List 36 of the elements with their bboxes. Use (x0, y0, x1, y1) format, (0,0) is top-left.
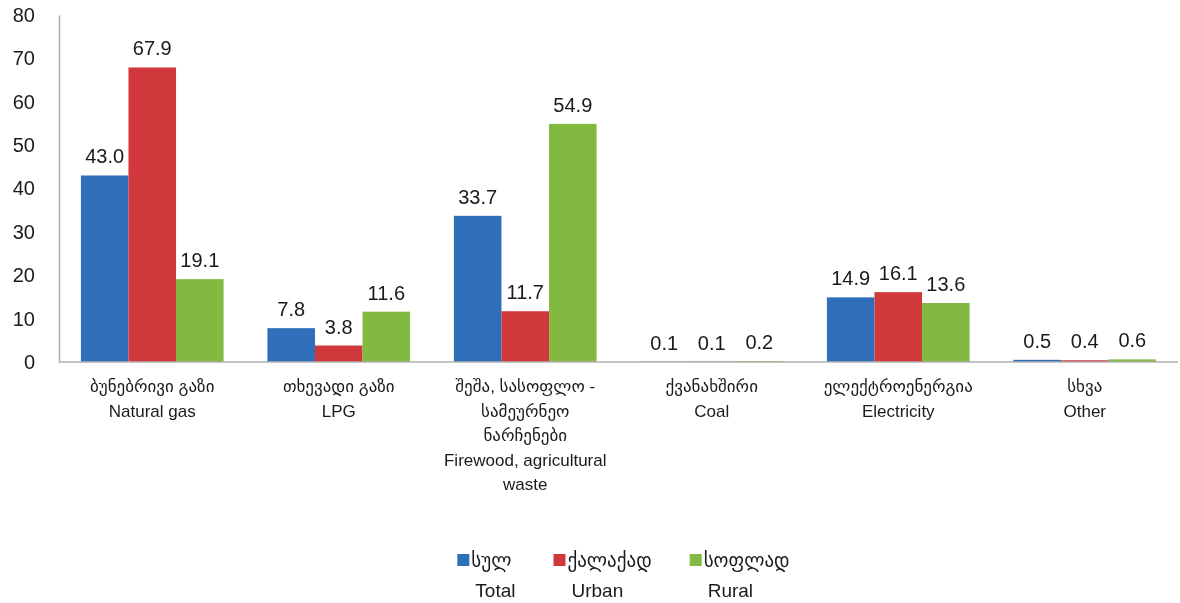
x-tick-label: თხევადი გაზი LPG (282, 377, 395, 421)
data-label: 0.4 (1070, 330, 1099, 353)
y-tick-label: 0 (23, 350, 35, 373)
legend-label: ქალაქად Urban (567, 550, 652, 601)
data-label: 13.6 (926, 273, 966, 296)
data-label: 43.0 (85, 145, 125, 168)
data-label: 0.1 (697, 331, 726, 354)
x-tick-label: შეშა, სასოფლო - სამეურნეო ნარჩენები Firewood, agricultural waste (443, 377, 607, 494)
data-label: 11.6 (367, 281, 406, 304)
y-tick-label: 70 (12, 47, 35, 70)
x-tick-label: ელექტროენერგია Electricity (823, 377, 973, 421)
y-tick-label: 60 (12, 90, 35, 113)
data-label: 0.5 (1023, 329, 1052, 352)
data-label: 0.1 (650, 331, 679, 354)
y-tick-label: 80 (12, 3, 35, 26)
x-tick-label: ბუნებრივი გაზი Natural gas (90, 377, 215, 421)
data-label: 0.2 (745, 331, 774, 354)
data-label: 19.1 (180, 249, 220, 272)
y-tick-label: 10 (12, 307, 35, 330)
x-tick-label: ქვანახშირი Coal (665, 377, 758, 421)
y-tick-label: 50 (12, 134, 35, 157)
data-label: 67.9 (132, 37, 172, 60)
y-tick-label: 20 (12, 264, 35, 287)
legend-label: სულ Total (471, 550, 516, 601)
x-tick-label: სხვა Other (1063, 377, 1107, 421)
data-label: 16.1 (878, 262, 918, 285)
legend-label: სოფლად Rural (703, 550, 790, 601)
data-label: 14.9 (831, 267, 871, 290)
y-tick-label: 30 (12, 220, 35, 243)
data-label: 7.8 (277, 298, 306, 321)
data-label: 54.9 (553, 93, 593, 116)
y-tick-label: 40 (12, 177, 35, 200)
data-label: 33.7 (458, 185, 498, 208)
data-label: 0.6 (1118, 329, 1147, 352)
data-label: 11.7 (506, 281, 544, 304)
data-label: 3.8 (324, 315, 353, 338)
